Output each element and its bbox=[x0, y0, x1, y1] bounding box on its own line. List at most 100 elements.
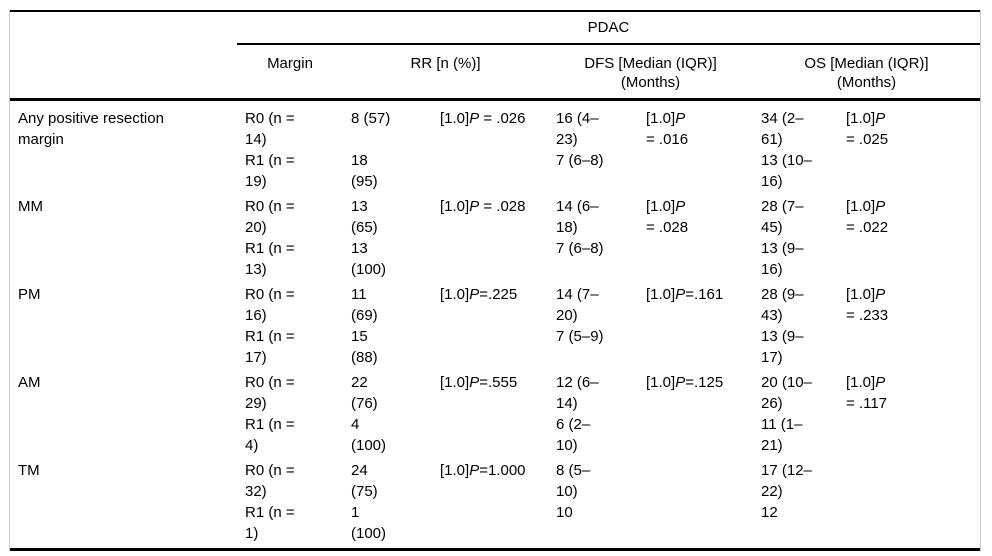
cell-line: 4) bbox=[245, 437, 259, 454]
cell-line: = .022 bbox=[846, 219, 889, 236]
subrow-block: 8 (57) bbox=[351, 108, 432, 150]
cell-line: R0 (n = bbox=[245, 286, 295, 303]
cell-line: R0 (n = bbox=[245, 462, 295, 479]
subrow-block: 10 bbox=[556, 502, 638, 544]
cell-line: R0 (n = bbox=[245, 198, 295, 215]
cell-line: [1.0]P bbox=[646, 198, 686, 215]
cell-line: 34 (2– bbox=[761, 110, 804, 127]
subrow-block: [1.0]P=.125 bbox=[646, 372, 753, 414]
subrow-block: 13 (9– 17) bbox=[761, 326, 838, 368]
group-header-pdac: PDAC bbox=[237, 12, 980, 45]
cell-line: [1.0]P = .028 bbox=[440, 198, 526, 215]
subrow-block: [1.0]P = .117 bbox=[846, 372, 980, 414]
dfs-p-cell: [1.0]P=.125 bbox=[638, 372, 753, 456]
dfs-p-cell bbox=[638, 460, 753, 544]
cell-line: 13 (10– bbox=[761, 152, 812, 169]
table-row: MM R0 (n = 20) R1 (n = 13) 13 (65) 13 (100) [1.0]… bbox=[10, 196, 980, 284]
cell-line: 1 bbox=[351, 504, 360, 521]
subrow-block bbox=[440, 414, 548, 456]
os-cell: 20 (10– 26) 11 (1– 21) bbox=[753, 372, 838, 456]
cell-line: 21) bbox=[761, 437, 783, 454]
cell-line: [1.0]P=.161 bbox=[646, 286, 724, 303]
subrow-block bbox=[846, 326, 980, 368]
header-sublabel: (Months) bbox=[836, 74, 897, 91]
subrow-block bbox=[646, 150, 753, 192]
rr-p-cell: [1.0]P = .028 bbox=[432, 196, 548, 280]
row-label: TM bbox=[10, 460, 237, 544]
cell-line: 20) bbox=[556, 307, 578, 324]
header-cell-dfs: DFS [Median (IQR)] (Months) bbox=[548, 54, 753, 92]
cell-line: 17 (12– bbox=[761, 462, 812, 479]
cell-line: 10 bbox=[556, 504, 573, 521]
subrow-block: [1.0]P = .022 bbox=[846, 196, 980, 238]
subrow-block: 14 (6– 18) bbox=[556, 196, 638, 238]
os-p-cell: [1.0]P = .025 bbox=[838, 108, 980, 192]
subrow-block: 8 (5– 10) bbox=[556, 460, 638, 502]
row-label: Any positive resection margin bbox=[10, 108, 237, 192]
table-row: TM R0 (n = 32) R1 (n = 1) 24 (75) 1 (100) [1.0]P=… bbox=[10, 460, 980, 548]
cell-line: 23) bbox=[556, 131, 578, 148]
subrow-block bbox=[646, 326, 753, 368]
table-frame: PDAC Margin RR [n (%)] DFS [Median (IQR)… bbox=[10, 10, 980, 551]
cell-line: 20) bbox=[245, 219, 267, 236]
outcomes-table: PDAC Margin RR [n (%)] DFS [Median (IQR)… bbox=[9, 10, 981, 551]
cell-line: 13 (9– bbox=[761, 240, 804, 257]
subrow-block: 17 (12– 22) bbox=[761, 460, 838, 502]
subrow-block: 18 (95) bbox=[351, 150, 432, 192]
dfs-p-cell: [1.0]P=.161 bbox=[638, 284, 753, 368]
os-cell: 28 (9– 43) 13 (9– 17) bbox=[753, 284, 838, 368]
subrow-block: R1 (n = 19) bbox=[245, 150, 343, 192]
subrow-block: 7 (6–8) bbox=[556, 150, 638, 192]
cell-line: R1 (n = bbox=[245, 328, 295, 345]
cell-line: 29) bbox=[245, 395, 267, 412]
cell-line: 16) bbox=[761, 173, 783, 190]
rr-cell: 11 (69) 15 (88) bbox=[343, 284, 432, 368]
cell-line: 17) bbox=[245, 349, 267, 366]
subrow-block bbox=[646, 460, 753, 502]
subrow-block: 12 (6– 14) bbox=[556, 372, 638, 414]
subrow-block: 22 (76) bbox=[351, 372, 432, 414]
subrow-block: 20 (10– 26) bbox=[761, 372, 838, 414]
rr-cell: 8 (57) 18 (95) bbox=[343, 108, 432, 192]
subrow-block: 28 (7– 45) bbox=[761, 196, 838, 238]
cell-line: = .233 bbox=[846, 307, 889, 324]
subrow-block: 11 (1– 21) bbox=[761, 414, 838, 456]
cell-line: [1.0]P=1.000 bbox=[440, 462, 526, 479]
rr-p-cell: [1.0]P = .026 bbox=[432, 108, 548, 192]
subrow-block bbox=[440, 502, 548, 544]
rr-p-cell: [1.0]P=.555 bbox=[432, 372, 548, 456]
cell-line: 1) bbox=[245, 525, 259, 542]
rr-cell: 24 (75) 1 (100) bbox=[343, 460, 432, 544]
subrow-block: 11 (69) bbox=[351, 284, 432, 326]
os-p-cell: [1.0]P = .233 bbox=[838, 284, 980, 368]
header-label: OS [Median (IQR)] bbox=[804, 55, 929, 72]
cell-line: (69) bbox=[351, 307, 378, 324]
subrow-block: 7 (6–8) bbox=[556, 238, 638, 280]
subrow-block: 7 (5–9) bbox=[556, 326, 638, 368]
subrow-block bbox=[646, 238, 753, 280]
cell-line: = .016 bbox=[646, 131, 689, 148]
table-row: AM R0 (n = 29) R1 (n = 4) 22 (76) 4 (100) [1.0]P=… bbox=[10, 372, 980, 460]
subrow-block: [1.0]P=.161 bbox=[646, 284, 753, 326]
subrow-block: R0 (n = 20) bbox=[245, 196, 343, 238]
dfs-cell: 8 (5– 10) 10 bbox=[548, 460, 638, 544]
table-row: Any positive resection margin R0 (n = 14) R1… bbox=[10, 108, 980, 196]
table-header-row: Margin RR [n (%)] DFS [Median (IQR)] (Mo… bbox=[10, 45, 980, 101]
subrow-block bbox=[646, 414, 753, 456]
subrow-block bbox=[440, 150, 548, 192]
cell-line: 17) bbox=[761, 349, 783, 366]
cell-line: 13 bbox=[351, 240, 368, 257]
cell-line: = .117 bbox=[846, 395, 888, 412]
cell-line: 18) bbox=[556, 219, 578, 236]
dfs-p-cell: [1.0]P = .028 bbox=[638, 196, 753, 280]
rr-cell: 13 (65) 13 (100) bbox=[343, 196, 432, 280]
header-cell-empty bbox=[10, 54, 237, 92]
subrow-block: R1 (n = 4) bbox=[245, 414, 343, 456]
subrow-block: [1.0]P = .028 bbox=[440, 196, 548, 238]
cell-line: 13 bbox=[351, 198, 368, 215]
os-p-cell: [1.0]P = .022 bbox=[838, 196, 980, 280]
os-p-cell: [1.0]P = .117 bbox=[838, 372, 980, 456]
cell-line: 4 bbox=[351, 416, 360, 433]
subrow-block: 12 bbox=[761, 502, 838, 544]
cell-line: R1 (n = bbox=[245, 240, 295, 257]
